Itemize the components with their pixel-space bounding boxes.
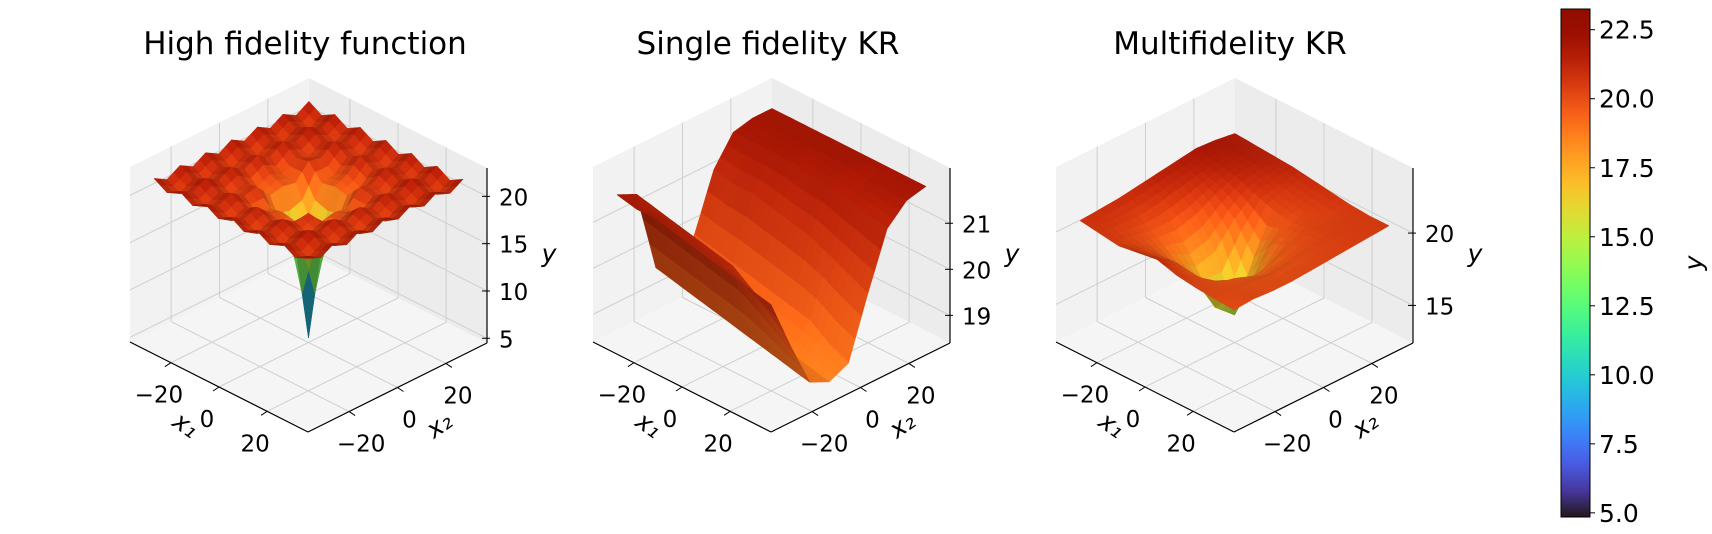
y-tick-label: 10 [499, 280, 528, 306]
x2-tick-label: 0 [402, 408, 417, 434]
y-tick-label: 20 [1425, 222, 1454, 248]
x2-tick [1371, 363, 1379, 368]
x2-tick-label: −20 [1263, 432, 1312, 458]
floor-gridline [633, 321, 813, 413]
x1-tick-label: −20 [1061, 383, 1110, 409]
x1-tick [1186, 410, 1194, 416]
title-single-fidelity: Single fidelity KR [637, 26, 900, 62]
wall-gridline [308, 247, 488, 339]
x1-tick-label: −20 [135, 383, 184, 409]
x1-tick-label: 20 [240, 431, 269, 457]
x1-tick [627, 362, 635, 368]
x2-axis-label: x₂ [1346, 406, 1384, 445]
x2-tick-label: −20 [800, 432, 849, 458]
y-tick-label: 19 [962, 304, 991, 330]
y-axis-label: y [1004, 239, 1021, 268]
x1-tick [164, 362, 172, 368]
x1-tick [212, 386, 220, 392]
y-tick-label: 20 [962, 258, 991, 284]
x1-tick [723, 410, 731, 416]
floor-gridline [1096, 321, 1276, 413]
x1-tick-label: −20 [598, 383, 647, 409]
x2-tick-label: 0 [865, 408, 880, 434]
x2-tick [445, 363, 453, 368]
colorbar-tick-label: 20.0 [1599, 85, 1655, 114]
x2-tick [1323, 387, 1330, 392]
y-tick-label: 15 [499, 233, 528, 259]
x2-tick-label: 20 [443, 383, 472, 409]
surface [153, 101, 464, 339]
colorbar-gradient [1560, 8, 1591, 518]
colorbar-tick-label: 5.0 [1599, 499, 1639, 528]
x2-tick [860, 387, 867, 392]
colorbar-tick-label: 12.5 [1599, 292, 1655, 321]
x2-tick [811, 411, 819, 416]
y-tick-label: 5 [499, 327, 514, 353]
x2-tick [908, 363, 916, 368]
surface-face [1227, 302, 1241, 311]
y-tick-label: 21 [962, 212, 991, 238]
x2-tick-label: 20 [1369, 383, 1398, 409]
y-tick-label: 20 [499, 185, 528, 211]
floor-gridline [1145, 297, 1324, 388]
floor-gridline [267, 272, 447, 364]
x1-tick [1090, 362, 1098, 368]
x2-axis-label: x₂ [883, 406, 921, 445]
x2-tick [1274, 411, 1282, 416]
colorbar-label: y [1679, 254, 1708, 271]
x1-tick [1138, 386, 1146, 392]
x1-tick [260, 410, 268, 416]
wall-gridline [129, 247, 310, 338]
x1-tick-label: 0 [200, 407, 215, 433]
x2-axis-label: x₂ [420, 406, 458, 445]
colorbar-tick-label: 7.5 [1599, 430, 1639, 459]
surface [1079, 133, 1390, 316]
x2-tick-label: 0 [1328, 408, 1343, 434]
y-axis-label: y [1467, 239, 1484, 268]
y-tick-label: 15 [1425, 294, 1454, 320]
title-high-fidelity: High fidelity function [143, 26, 467, 62]
surface-face [301, 255, 315, 258]
colorbar-tick-label: 10.0 [1599, 361, 1655, 390]
surface [616, 108, 927, 383]
x2-tick-label: −20 [337, 432, 386, 458]
colorbar-tick-label: 17.5 [1599, 154, 1655, 183]
x1-tick-label: 0 [1126, 407, 1141, 433]
colorbar-tick-label: 22.5 [1599, 16, 1655, 45]
x2-tick [348, 411, 356, 416]
x1-tick [675, 386, 683, 392]
surface-face [764, 299, 778, 319]
y-axis-label: y [541, 239, 558, 268]
title-multifidelity: Multifidelity KR [1113, 26, 1347, 62]
x1-tick-label: 20 [703, 431, 732, 457]
x2-tick [397, 387, 404, 392]
floor-gridline [170, 321, 350, 413]
x2-tick-label: 20 [906, 383, 935, 409]
x1-tick-label: 0 [663, 407, 678, 433]
colorbar: y 5.0 7.5 10.0 12.5 15.0 17.5 20.0 22.5 [1560, 8, 1708, 528]
x1-tick-label: 20 [1166, 431, 1195, 457]
floor-gridline [219, 297, 398, 388]
colorbar-tick-label: 15.0 [1599, 223, 1655, 252]
